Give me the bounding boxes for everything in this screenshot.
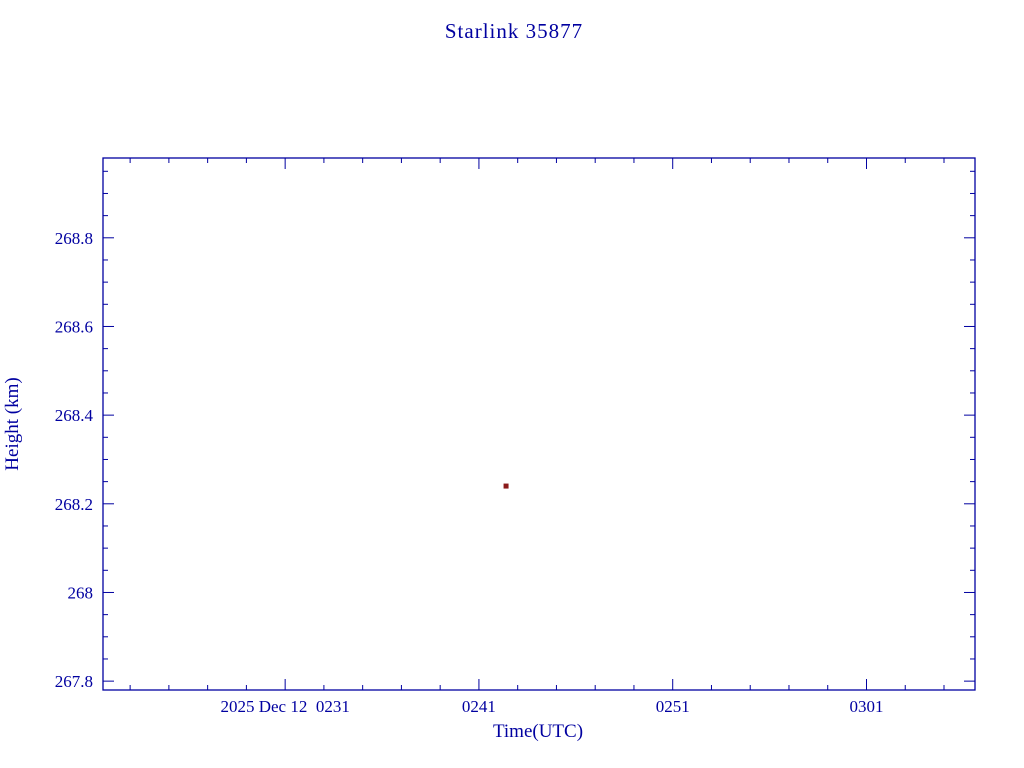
x-tick-label: 0241: [462, 697, 496, 716]
y-tick-label: 268.2: [55, 495, 93, 514]
y-tick-label: 268: [68, 583, 94, 602]
y-tick-label: 268.6: [55, 317, 93, 336]
data-point: [503, 483, 509, 489]
y-axis-title: Height (km): [2, 377, 23, 470]
chart-title: Starlink 35877: [445, 19, 583, 43]
x-axis-title: Time(UTC): [493, 721, 583, 742]
x-tick-label: 0301: [849, 697, 883, 716]
x-tick-label: 2025 Dec 12 0231: [220, 697, 349, 716]
plot-area: 267.8 268 268.2 268.4 268.6 268.8 2025 Dec 12 …: [55, 157, 976, 716]
y-tick-label: 267.8: [55, 672, 93, 691]
x-tick-label: 0251: [656, 697, 690, 716]
y-tick-label: 268.4: [55, 406, 94, 425]
y-tick-label: 268.8: [55, 229, 93, 248]
plot-border: [102, 157, 976, 691]
